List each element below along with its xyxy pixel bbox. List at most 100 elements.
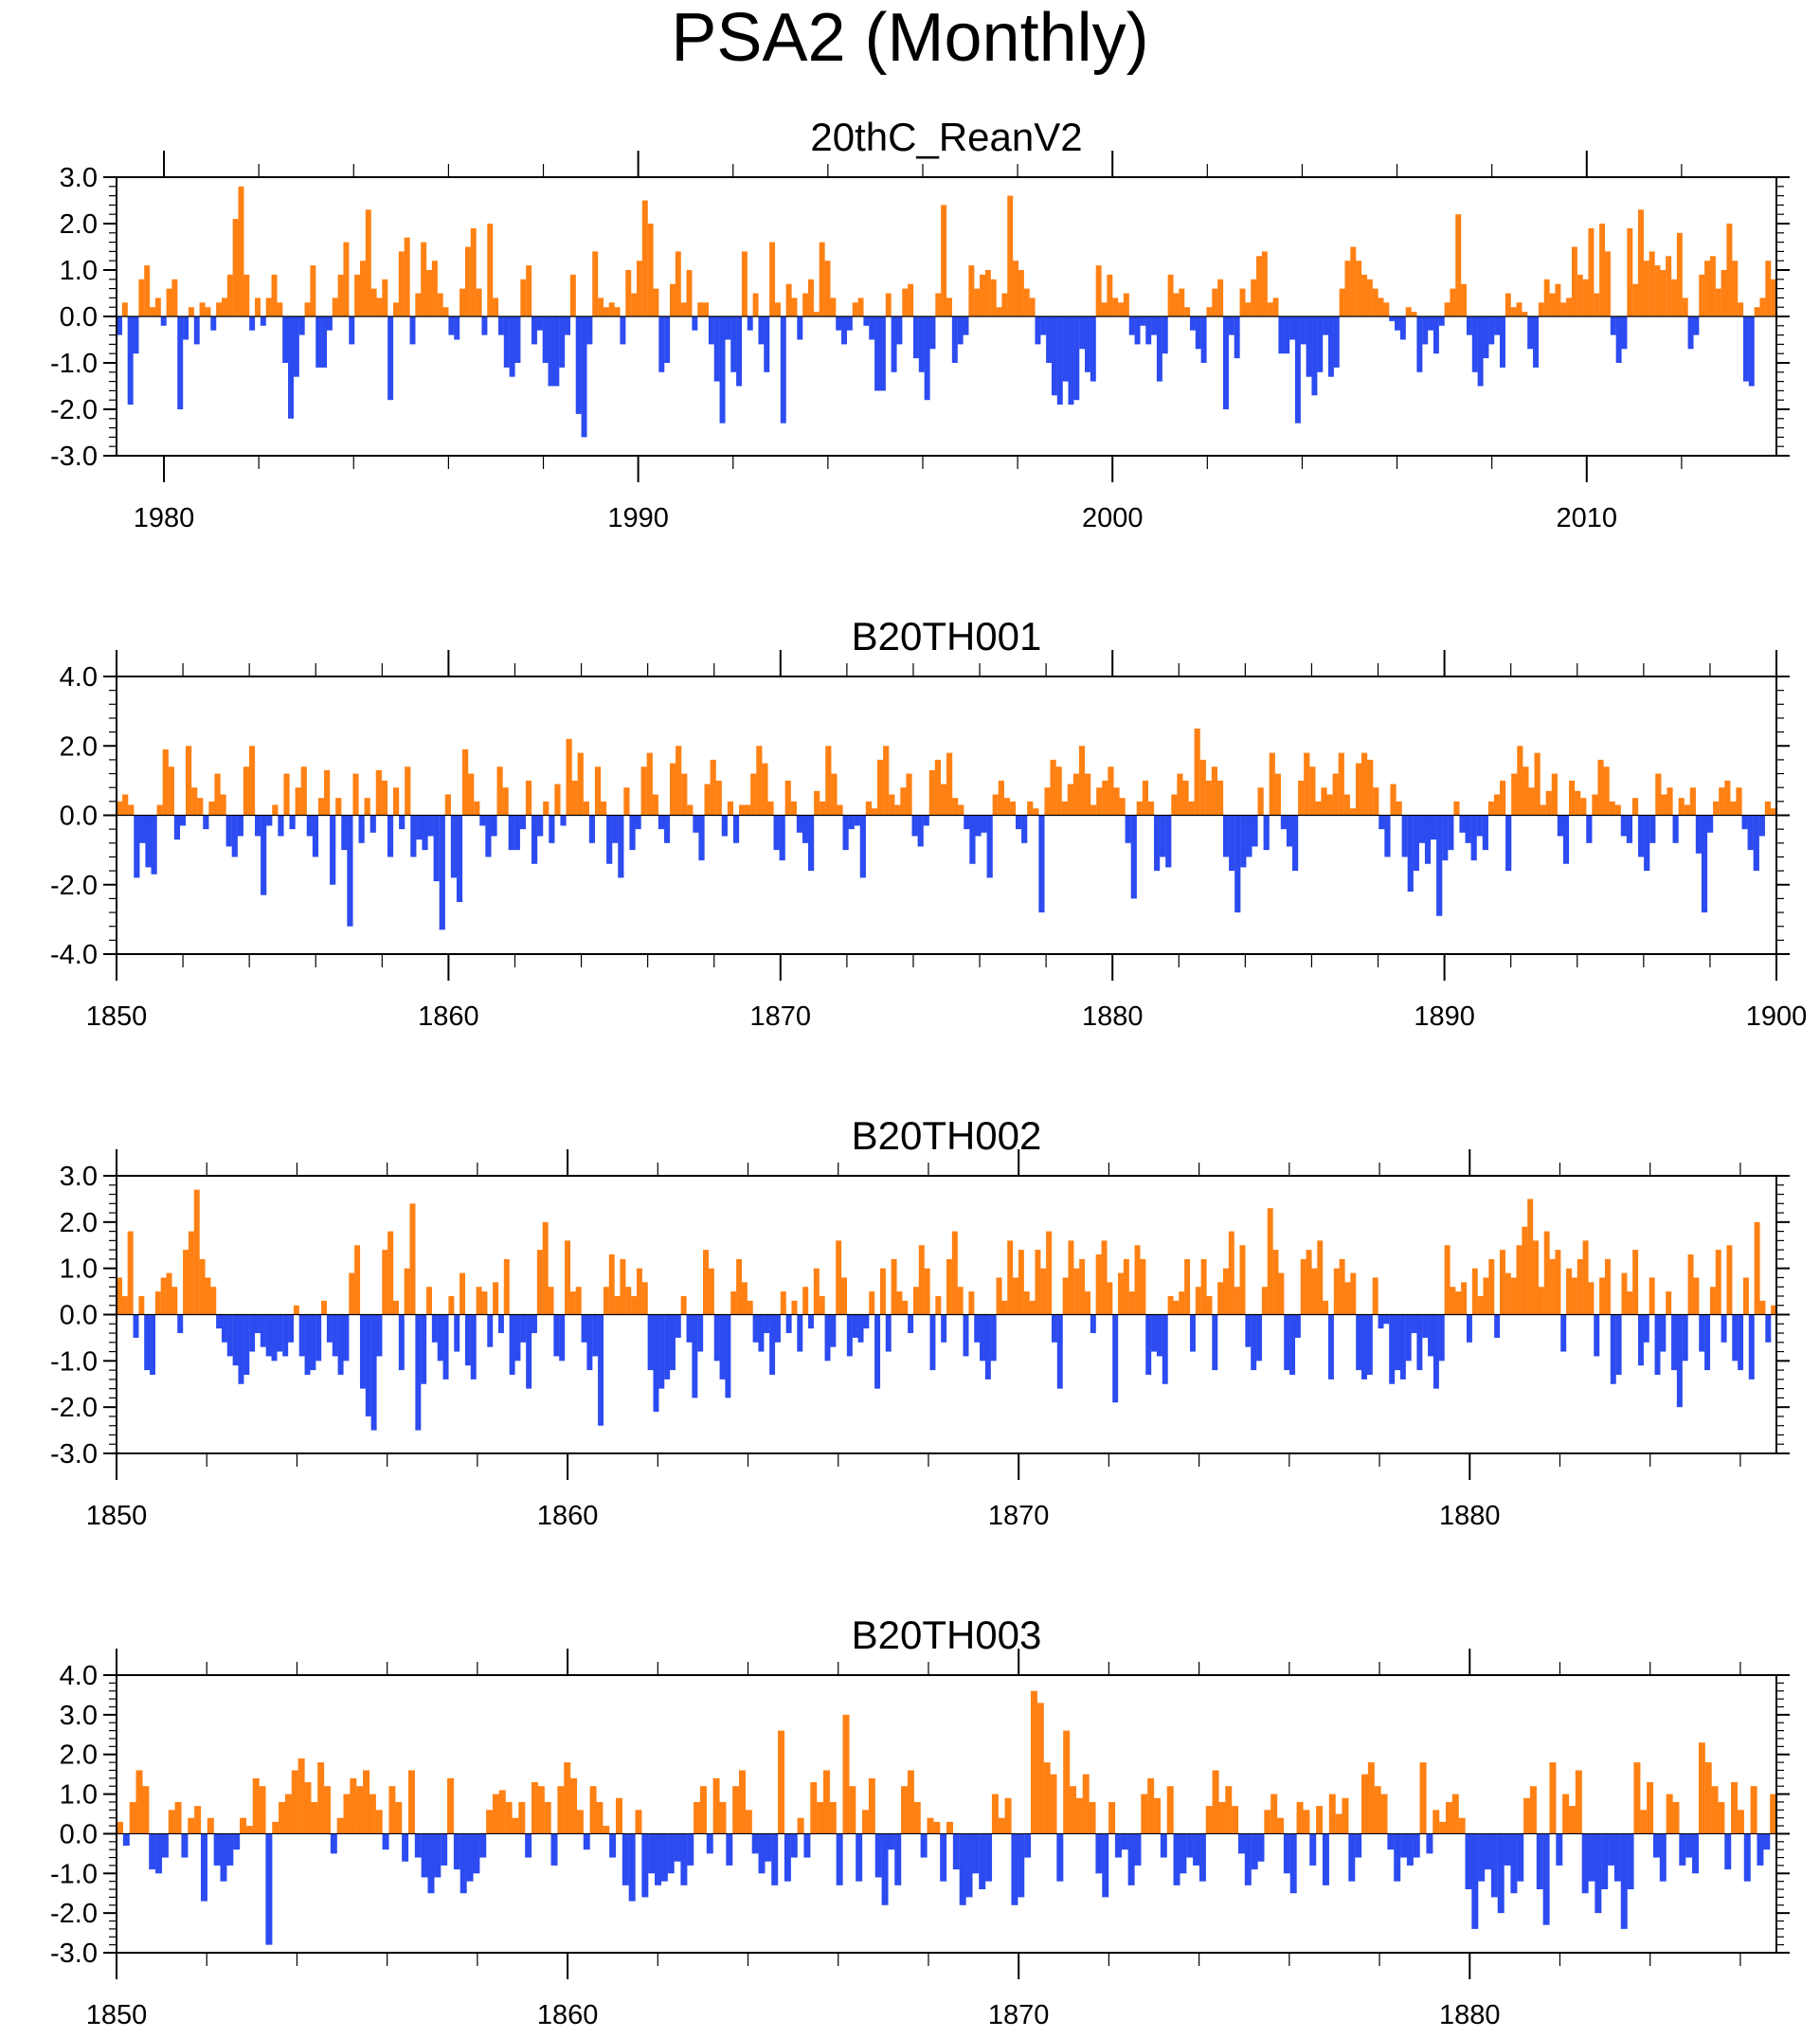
positive-bar bbox=[1142, 780, 1149, 816]
positive-bar bbox=[1141, 1794, 1148, 1834]
positive-bar bbox=[646, 752, 653, 816]
positive-bar bbox=[1672, 1801, 1680, 1834]
positive-bar bbox=[1655, 773, 1662, 816]
negative-bar bbox=[824, 1314, 831, 1362]
negative-bar bbox=[675, 1314, 681, 1338]
positive-bar bbox=[117, 801, 123, 816]
positive-bar bbox=[1323, 1300, 1329, 1315]
negative-bar bbox=[1180, 1833, 1187, 1874]
positive-bar bbox=[1551, 773, 1558, 816]
negative-bar bbox=[1442, 815, 1449, 861]
negative-bar bbox=[479, 815, 486, 826]
negative-bar bbox=[575, 316, 582, 414]
negative-bar bbox=[1418, 815, 1426, 843]
positive-bar bbox=[1684, 804, 1690, 816]
positive-bar bbox=[1523, 1797, 1531, 1834]
positive-bar bbox=[1527, 1199, 1534, 1315]
negative-bar bbox=[796, 815, 803, 833]
negative-bar bbox=[736, 316, 743, 387]
positive-bar bbox=[730, 1291, 737, 1315]
negative-bar bbox=[145, 815, 152, 868]
positive-bar bbox=[603, 1826, 610, 1834]
negative-bar bbox=[1422, 316, 1429, 345]
negative-bar bbox=[1732, 1314, 1739, 1362]
negative-bar bbox=[658, 815, 665, 830]
negative-bar bbox=[1223, 316, 1229, 409]
negative-bar bbox=[1162, 1314, 1168, 1384]
negative-bar bbox=[658, 1314, 665, 1389]
positive-bar bbox=[122, 794, 129, 816]
negative-bar bbox=[1542, 1833, 1550, 1925]
negative-bar bbox=[1400, 1833, 1408, 1858]
positive-bar bbox=[1018, 270, 1024, 316]
negative-bar bbox=[1601, 1833, 1609, 1890]
positive-bar bbox=[462, 748, 469, 816]
positive-bar bbox=[1638, 209, 1644, 316]
positive-bar bbox=[1594, 293, 1600, 316]
positive-bar bbox=[992, 794, 999, 816]
positive-bar bbox=[1030, 1690, 1037, 1834]
positive-bar bbox=[1372, 1277, 1379, 1315]
positive-bar bbox=[747, 1300, 753, 1315]
positive-bar bbox=[1212, 1770, 1219, 1834]
negative-bar bbox=[721, 815, 728, 837]
negative-bar bbox=[1753, 815, 1759, 872]
positive-bar bbox=[745, 1810, 752, 1834]
negative-bar bbox=[454, 316, 460, 340]
negative-bar bbox=[260, 316, 266, 326]
positive-bar bbox=[1112, 298, 1119, 316]
negative-bar bbox=[981, 815, 987, 833]
positive-bar bbox=[1771, 1305, 1777, 1315]
positive-bar bbox=[1373, 787, 1379, 816]
positive-bar bbox=[1356, 261, 1362, 316]
negative-bar bbox=[560, 815, 567, 826]
negative-bar bbox=[1011, 1833, 1018, 1905]
negative-bar bbox=[266, 815, 273, 826]
x-tick-label: 1900 bbox=[1746, 1001, 1808, 1032]
negative-bar bbox=[117, 316, 122, 335]
positive-bar bbox=[243, 767, 250, 816]
positive-bar bbox=[168, 767, 174, 816]
negative-bar bbox=[846, 316, 853, 331]
negative-bar bbox=[974, 1314, 981, 1343]
positive-bar bbox=[1730, 801, 1737, 816]
negative-bar bbox=[454, 1314, 460, 1352]
positive-bar bbox=[382, 279, 388, 316]
positive-bar bbox=[142, 1786, 150, 1834]
positive-bar bbox=[1001, 293, 1008, 316]
negative-bar bbox=[725, 316, 731, 340]
negative-bar bbox=[542, 316, 549, 363]
positive-bar bbox=[1477, 1295, 1484, 1315]
negative-bar bbox=[924, 316, 930, 401]
negative-bar bbox=[952, 1833, 960, 1870]
negative-bar bbox=[282, 316, 289, 363]
positive-bar bbox=[984, 270, 991, 316]
positive-bar bbox=[912, 1287, 919, 1315]
positive-bar bbox=[1627, 227, 1633, 316]
positive-bar bbox=[958, 804, 964, 816]
positive-bar bbox=[1709, 1287, 1716, 1315]
negative-bar bbox=[1471, 316, 1478, 372]
positive-bar bbox=[1726, 224, 1733, 316]
negative-bar bbox=[298, 316, 305, 335]
negative-bar bbox=[780, 316, 786, 424]
positive-bar bbox=[1604, 251, 1611, 316]
positive-bar bbox=[1171, 794, 1178, 816]
positive-bar bbox=[447, 1777, 455, 1834]
negative-bar bbox=[298, 1314, 305, 1357]
data-bars bbox=[117, 1690, 1777, 1945]
positive-bar bbox=[1007, 195, 1014, 316]
negative-bar bbox=[161, 1833, 169, 1858]
negative-bar bbox=[427, 1833, 435, 1894]
negative-bar bbox=[854, 815, 860, 826]
negative-bar bbox=[1431, 815, 1437, 840]
positive-bar bbox=[321, 1300, 328, 1315]
positive-bar bbox=[946, 1258, 952, 1315]
positive-bar bbox=[589, 1786, 597, 1834]
negative-bar bbox=[237, 815, 243, 837]
negative-bar bbox=[1384, 815, 1391, 857]
negative-bar bbox=[1024, 1833, 1032, 1858]
negative-bar bbox=[133, 1314, 139, 1338]
negative-bar bbox=[693, 815, 699, 833]
positive-bar bbox=[277, 302, 283, 316]
